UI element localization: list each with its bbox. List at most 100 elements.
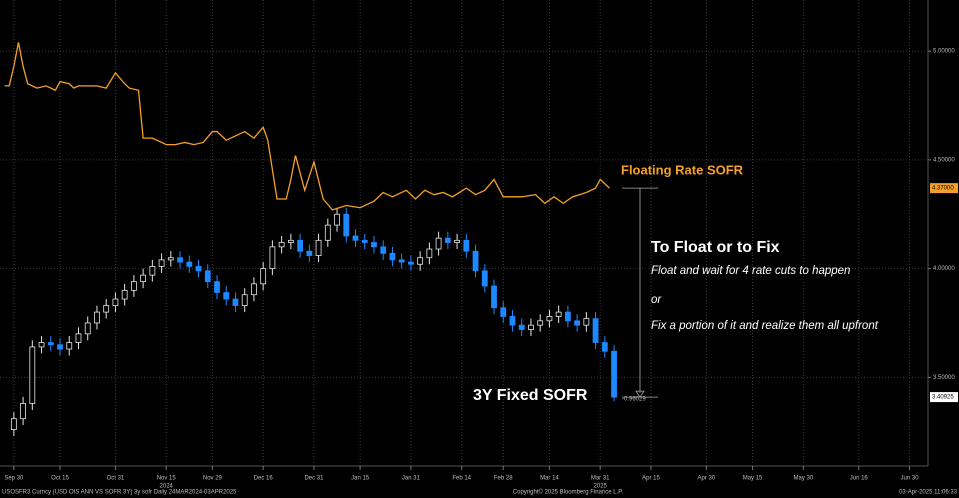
fixed-label: 3Y Fixed SOFR xyxy=(473,387,588,404)
candle-body xyxy=(592,318,599,343)
candle-body xyxy=(454,239,460,243)
candle-body xyxy=(601,342,608,352)
x-tick-label: Sep 30 xyxy=(4,476,24,482)
last-price-label: 4.37000 xyxy=(932,186,954,192)
last-price-label: 3.40925 xyxy=(932,395,954,401)
candle-body xyxy=(112,298,119,306)
footer-left: USOSFR3 Curncy (USD OIS ANN VS SOFR 3Y) … xyxy=(2,490,237,496)
annotation-line: Float and wait for 4 rate cuts to happen xyxy=(651,265,850,277)
floating-label: Floating Rate SOFR xyxy=(621,162,744,177)
candle-body xyxy=(417,257,424,265)
x-year-label: 2024 xyxy=(160,484,174,490)
candle-body xyxy=(66,342,73,350)
line xyxy=(4,42,610,211)
candle-body xyxy=(463,239,470,252)
candle-body xyxy=(546,316,553,322)
footer-right: 03-Apr-2025 11:06:33 xyxy=(899,490,958,496)
footer-center: Copyright© 2025 Bloomberg Finance L.P. xyxy=(513,489,624,496)
x-tick-label: Mar 14 xyxy=(540,476,559,482)
candle-body xyxy=(509,316,516,326)
x-tick-label: Jan 31 xyxy=(402,476,421,482)
candle-body xyxy=(195,266,202,272)
candle-body xyxy=(583,318,590,326)
candle-body xyxy=(140,274,147,283)
candle-body xyxy=(361,239,368,243)
candle-body xyxy=(389,252,396,261)
candle-body xyxy=(251,283,257,296)
candle-body xyxy=(103,305,110,313)
candle-body xyxy=(94,311,100,324)
candle-body xyxy=(343,213,350,237)
annotation-line: Fix a portion of it and realize them all… xyxy=(651,320,879,332)
x-tick-label: Apr 30 xyxy=(698,476,716,482)
candle-body xyxy=(537,320,544,326)
candle-body xyxy=(334,213,340,226)
candle-body xyxy=(29,346,36,404)
annotation-heading: To Float or to Fix xyxy=(651,239,780,256)
candle-body xyxy=(186,261,193,267)
x-year-label: 2025 xyxy=(594,484,608,490)
bracket-arrow xyxy=(635,390,645,398)
x-tick-label: Jan 15 xyxy=(351,476,370,482)
x-tick-label: Oct 31 xyxy=(107,476,125,482)
candle-body xyxy=(20,403,26,420)
x-tick-label: Dec 31 xyxy=(304,476,324,482)
candle-body xyxy=(491,285,497,309)
candle-body xyxy=(528,324,534,330)
candle-body xyxy=(204,270,211,283)
candle-body xyxy=(555,311,562,317)
candle-body xyxy=(269,246,276,270)
x-tick-label: Jun 16 xyxy=(850,476,869,482)
x-tick-label: Feb 28 xyxy=(494,476,513,482)
candle-body xyxy=(10,418,17,430)
y-tick-label: 5.00000 xyxy=(933,49,955,55)
candle-body xyxy=(167,257,174,261)
candle-body xyxy=(57,344,63,350)
candle-body xyxy=(47,342,54,346)
x-tick-label: Mar 31 xyxy=(591,476,610,482)
candle-body xyxy=(380,246,387,254)
x-tick-label: Jun 30 xyxy=(901,476,920,482)
candle-body xyxy=(149,266,156,276)
spread-label: -0.96029 xyxy=(622,397,646,403)
candle-body xyxy=(306,250,313,256)
candle-body xyxy=(435,237,442,250)
candle-body xyxy=(223,292,230,300)
candle-body xyxy=(121,289,128,300)
candle-body xyxy=(214,281,220,293)
x-tick-label: May 15 xyxy=(743,476,763,482)
candle-body xyxy=(158,259,165,267)
candle-body xyxy=(241,294,248,306)
last-price-box xyxy=(930,392,958,403)
x-tick-label: Apr 15 xyxy=(642,476,660,482)
candle-body xyxy=(564,311,571,322)
candle-body xyxy=(324,224,331,241)
x-tick-label: May 30 xyxy=(793,476,813,482)
candle-body xyxy=(352,235,359,241)
candle-body xyxy=(574,320,581,326)
candle-body xyxy=(371,242,377,248)
candle-body xyxy=(611,350,617,398)
candle-body xyxy=(518,324,525,330)
candle-body xyxy=(297,239,303,252)
last-price-box xyxy=(930,183,958,194)
candle-body xyxy=(278,242,285,248)
candle-body xyxy=(84,322,91,335)
y-tick-label: 4.00000 xyxy=(933,266,955,272)
y-tick-label: 3.50000 xyxy=(933,375,955,381)
candle-body xyxy=(287,239,294,243)
x-tick-label: Oct 15 xyxy=(51,476,69,482)
candle-body xyxy=(315,239,322,256)
candle-body xyxy=(232,298,239,306)
x-tick-label: Nov 29 xyxy=(203,476,223,482)
candle-body xyxy=(481,270,488,287)
candle-body xyxy=(408,261,414,265)
candle-body xyxy=(75,333,82,343)
x-tick-label: Dec 16 xyxy=(254,476,274,482)
y-tick-label: 4.50000 xyxy=(933,157,955,163)
candle-body xyxy=(426,248,433,259)
candle-body xyxy=(260,268,267,285)
